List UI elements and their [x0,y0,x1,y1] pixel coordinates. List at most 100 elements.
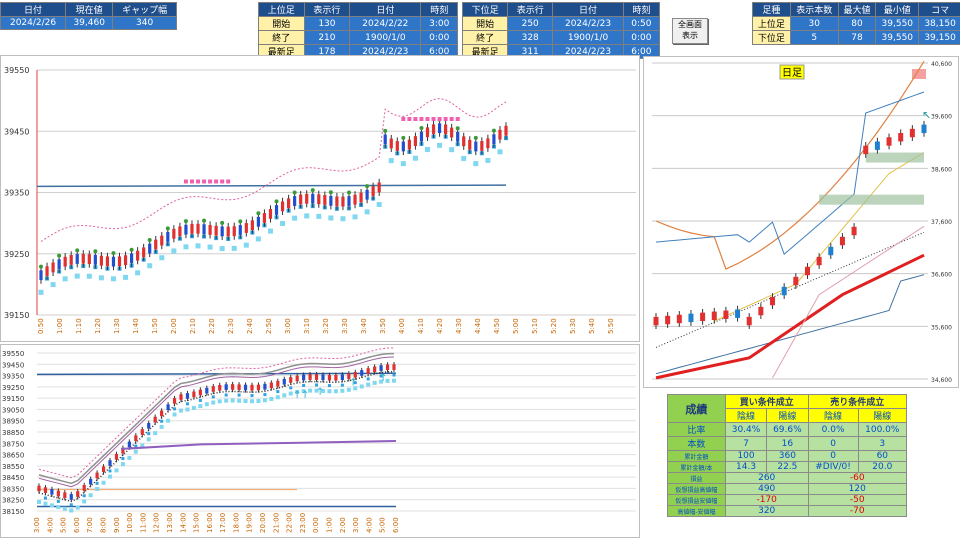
signal-dot [365,184,370,189]
row-label: 比率 [667,422,726,437]
candle-body [136,250,140,261]
band-square [207,244,213,250]
band-square [295,390,300,395]
candle-body [334,374,338,381]
candle-body [373,366,377,373]
signal-dot [147,238,152,243]
resistance-marker [455,117,460,121]
candle-body [781,286,787,296]
candle-body [280,201,285,212]
x-tick-label: 1:00 [56,318,64,334]
cell: 22.5 [766,461,809,473]
summary-count[interactable]: 30 [789,16,839,31]
candle-body [286,198,291,209]
x-tick-label: 3:00 [284,318,292,334]
x-tick-label: 3:30 [341,318,349,334]
band-square [127,455,132,460]
band-square [379,379,384,384]
band-square [159,424,164,429]
band-square [280,221,286,227]
band-square [114,468,119,473]
band-square [198,404,203,409]
lower-h3: 時刻 [622,2,661,17]
candle-body [148,243,152,254]
x-tick-label: 5:00 [512,318,520,334]
candle-body [196,223,200,234]
candle-body [218,384,222,391]
candle-body [154,239,158,250]
band-square-dark [237,393,241,397]
band-square-dark [147,432,151,436]
band-square [376,201,382,207]
resistance-marker [419,117,424,121]
candle-body [140,429,144,435]
candle-body [56,490,60,497]
band-square [237,398,242,403]
band-square [314,388,319,393]
upper-row-value[interactable]: 210 [303,30,351,45]
upper-band [40,97,507,242]
candle-body [377,182,381,193]
summary-max: 39,550 [875,16,920,31]
candle-body [353,194,357,205]
row-label: 仮想損益高値幅 [667,483,726,495]
candle-body [263,383,267,390]
band-square [69,508,74,513]
candle-body [335,196,339,207]
candle-body [178,226,182,237]
lower-row-value[interactable]: 328 [507,30,554,45]
candle-body [366,368,370,374]
band-square [101,480,106,485]
x-tick-label: 17:00 [219,513,227,533]
band-square [321,388,325,393]
candle-body [250,384,254,391]
summary-count[interactable]: 5 [789,30,839,45]
summary-h1: 表示本数 [789,2,839,17]
x-tick-label: 3:20 [322,318,330,334]
band-square-dark [353,381,357,385]
cell: 20.0 [857,461,908,473]
candle-body [179,394,183,400]
signal-dot [129,247,134,252]
x-tick-label: 8:00 [99,517,107,533]
lower-row-time: 0:50 [622,16,661,31]
lower-chart: 39550 39450 39350 39250 39150 39050 38950 38850… [2,347,636,533]
sub-header: 陰線 [807,408,859,423]
x-tick-label: 0:00 [312,517,320,533]
band-square [288,391,293,396]
candle-body [123,255,128,266]
buy-total: 490 [724,483,809,495]
band-square [412,155,418,161]
lower-row-value[interactable]: 250 [507,16,554,31]
candle-body [431,124,436,135]
candle-body [39,270,43,281]
upper-row-value[interactable]: 130 [303,16,351,31]
dotted-line [655,231,925,348]
candle-body [121,447,125,454]
candle-body [456,131,460,142]
x-tick-label: 1:50 [151,318,159,334]
band-square [172,412,177,417]
candle-body [676,314,682,324]
orange-line [655,60,925,270]
x-tick-label: 5:10 [531,318,539,334]
x-tick-label: 4:00 [398,318,406,334]
red-ma-line [655,253,925,380]
band-square-dark [340,383,344,387]
band-square [110,276,116,282]
band-square [183,244,189,250]
candle-body [82,485,86,491]
band-square-dark [173,407,177,411]
cell: 30.4% [724,422,768,437]
lower-timeframe-table: 下位足 表示行 日付 時刻 開始 250 2024/2/23 0:50 終了 3… [461,2,661,59]
candle-body [57,259,61,270]
results-title: 成績 [667,394,726,423]
x-tick-label: 14:00 [179,513,187,533]
fullscreen-label-1: 全画面 [678,20,702,29]
fullscreen-button[interactable]: 全画面 表示 [672,18,708,44]
resistance-marker [226,179,231,184]
candle-body [863,145,869,155]
band-square [340,216,346,222]
band-square-dark [198,398,202,402]
candle-body [114,454,119,460]
